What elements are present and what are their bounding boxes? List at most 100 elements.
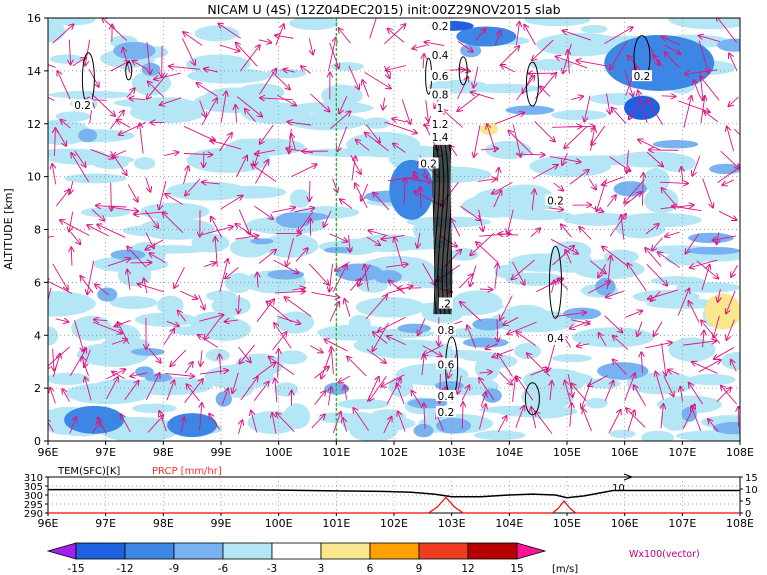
wind-arrow <box>203 151 204 167</box>
wind-arrow <box>664 44 681 54</box>
shade-blob <box>641 430 675 441</box>
surface-x-tick-label: 104E <box>495 517 523 530</box>
shade-blob <box>337 398 391 410</box>
wind-arrow <box>339 95 348 113</box>
colorbar: -15 -12 -9 -6 -3 3 6 9 12 15 [m/s] Wx100(vector) <box>46 542 700 575</box>
surface-x-tick-label: 101E <box>322 517 350 530</box>
wind-arrow <box>145 177 151 191</box>
contour-ellipse <box>458 56 468 86</box>
colorbar-swatch <box>173 542 224 560</box>
shade-blob <box>65 382 151 405</box>
shade-blob <box>48 326 59 346</box>
wind-arrow <box>178 311 187 322</box>
wind-arrow <box>383 417 392 434</box>
wind-arrow <box>583 409 592 432</box>
wind-arrow <box>726 290 736 314</box>
wind-arrow <box>199 315 223 322</box>
wind-arrow <box>443 110 463 128</box>
wind-arrow <box>221 389 228 406</box>
wind-arrow <box>199 370 228 375</box>
wind-arrow <box>236 224 259 240</box>
colorbar-swatches <box>46 542 547 560</box>
wind-arrow <box>257 273 258 288</box>
colorbar-label: -12 <box>116 563 133 575</box>
wind-arrow <box>478 179 496 182</box>
wind-arrow <box>145 239 164 250</box>
shade-blob <box>551 109 608 121</box>
wind-arrow <box>532 39 554 60</box>
contour-label-bg <box>545 194 566 206</box>
colorbar-label: 9 <box>416 563 423 575</box>
colorbar-label: 3 <box>318 563 325 575</box>
wind-arrow <box>716 388 731 403</box>
wind-arrow <box>680 387 682 402</box>
wind-arrow <box>626 408 646 428</box>
wind-arrow <box>71 247 72 266</box>
wind-arrow <box>423 344 444 355</box>
surface-x-tick-label: 108E <box>726 517 754 530</box>
wind-arrow <box>507 321 537 334</box>
wind-arrow <box>251 164 277 182</box>
shade-blob <box>289 18 339 31</box>
precipitation-tick-label: 5 <box>745 497 751 508</box>
wind-arrow <box>130 372 148 377</box>
wind-arrow <box>557 279 569 290</box>
y-tick-label: 4 <box>34 329 41 342</box>
contour-label-bg <box>418 157 439 169</box>
wind-arrow <box>638 91 648 123</box>
wind-arrow <box>159 180 167 210</box>
shade-blob <box>346 131 421 158</box>
wind-arrow <box>569 170 589 185</box>
shade-blob <box>363 339 452 359</box>
wind-arrow <box>123 48 131 74</box>
wind-arrow <box>712 235 737 240</box>
wind-arrow <box>183 125 215 140</box>
wind-arrow <box>183 32 203 46</box>
surface-x-tick-label: 99E <box>211 517 232 530</box>
colorbar-unit: [m/s] <box>552 564 578 575</box>
wind-arrow <box>198 335 219 348</box>
wind-arrow <box>606 290 624 297</box>
wind-arrow <box>61 120 71 129</box>
annotation-label: 10 <box>612 483 625 494</box>
shade-blob <box>686 246 740 255</box>
shade-blob <box>389 159 434 220</box>
wind-arrow <box>570 403 572 427</box>
x-tick-label: 105E <box>553 446 581 459</box>
wind-arrow <box>629 98 642 119</box>
legend-precipitation: PRCP [mm/hr] <box>152 466 222 477</box>
wind-arrow <box>365 124 380 143</box>
wind-arrow <box>294 208 314 213</box>
y-tick-label: 14 <box>27 65 41 78</box>
colorbar-arrow-right <box>516 542 547 560</box>
shade-blob <box>652 140 699 149</box>
wind-arrow <box>473 66 479 88</box>
wind-arrow <box>681 167 683 182</box>
temperature-tick-label: 295 <box>24 500 43 511</box>
wind-arrow <box>239 344 255 363</box>
shade-blob <box>413 219 437 242</box>
wind-arrow <box>397 384 405 405</box>
wind-arrow <box>204 317 221 339</box>
wind-arrow <box>356 140 370 151</box>
wind-arrow <box>55 128 56 157</box>
wind-arrow <box>665 231 680 236</box>
contour-line <box>449 144 453 315</box>
wind-arrow <box>550 238 578 253</box>
wind-arrow <box>211 140 242 150</box>
shade-blob <box>289 189 311 208</box>
temperature-tick-label: 300 <box>24 491 43 502</box>
shade-blob <box>80 207 131 218</box>
shade-blob <box>563 307 602 320</box>
shade-blob <box>462 337 509 348</box>
contour-label-bg <box>435 358 456 370</box>
wind-arrow <box>458 274 473 289</box>
shade-blob <box>274 382 299 397</box>
wind-arrow <box>339 375 351 382</box>
wind-arrow <box>308 263 328 285</box>
wind-arrow <box>385 264 408 267</box>
wind-arrow <box>476 242 499 263</box>
x-tick-label: 103E <box>438 446 466 459</box>
shade-blob <box>362 117 391 129</box>
wind-arrow <box>92 321 122 333</box>
